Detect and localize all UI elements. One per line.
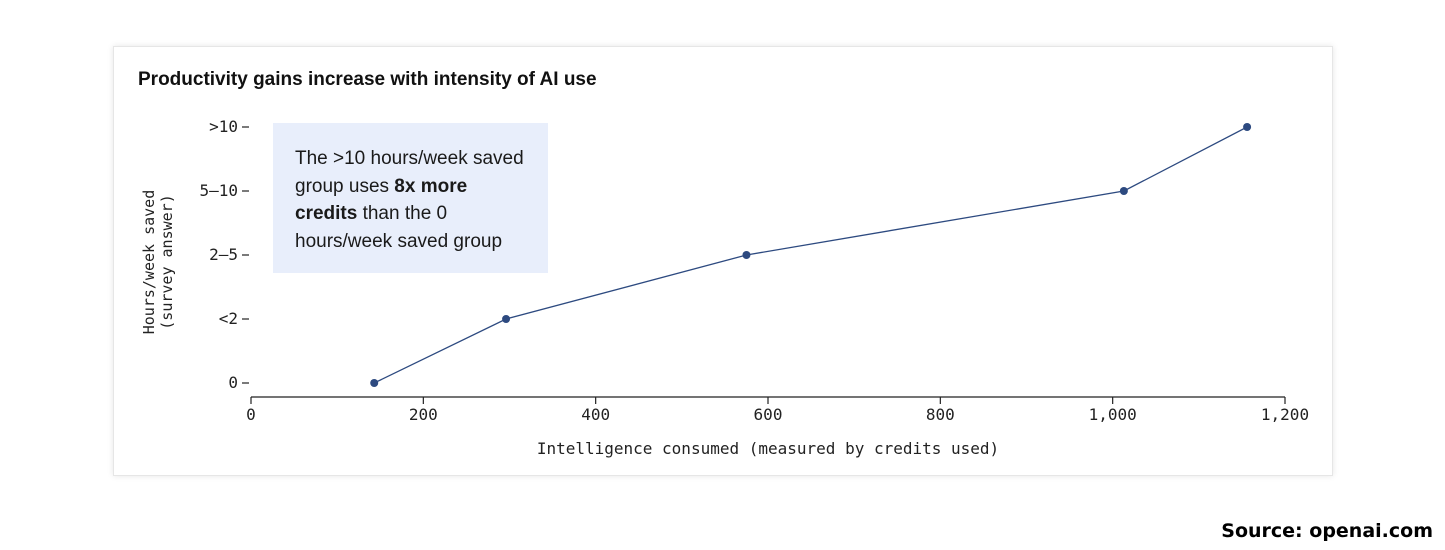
line-chart: 0 <2 2–5 5–10 >10 0 200 400 600 800 1,000 1,200 In… (140, 117, 1309, 458)
source-credit: Source: openai.com (1221, 520, 1433, 542)
x-tick-label: 1,000 (1089, 405, 1137, 424)
y-tick-label: 5–10 (199, 181, 238, 200)
y-tick-label: >10 (209, 117, 238, 136)
data-point (1243, 123, 1252, 131)
y-tick-label: <2 (219, 309, 238, 328)
data-point (502, 315, 511, 323)
x-tick-label: 200 (409, 405, 438, 424)
y-axis-label-line-1: Hours/week saved (140, 190, 158, 335)
annotation-box: The >10 hours/week saved group uses 8x m… (273, 123, 548, 273)
x-tick-label: 0 (246, 405, 256, 424)
x-tick-label: 800 (926, 405, 955, 424)
data-point (742, 251, 751, 259)
x-tick-label: 1,200 (1261, 405, 1309, 424)
x-axis-label: Intelligence consumed (measured by credi… (537, 439, 999, 458)
annotation-text-part2: than the 0 hours/week saved group (295, 203, 503, 252)
y-ticks: 0 <2 2–5 5–10 >10 (199, 117, 249, 392)
chart-title: Productivity gains increase with intensi… (138, 69, 597, 90)
data-point (1119, 187, 1128, 195)
y-tick-label: 2–5 (209, 245, 238, 264)
chart-card: Productivity gains increase with intensi… (113, 46, 1333, 476)
x-ticks: 0 200 400 600 800 1,000 1,200 (246, 397, 1309, 424)
x-tick-label: 600 (754, 405, 783, 424)
annotation-text-bold: 8x more credits (295, 175, 468, 225)
x-tick-label: 400 (581, 405, 610, 424)
series-points (370, 123, 1252, 387)
y-axis-label: Hours/week saved (survey answer) (140, 190, 176, 335)
y-tick-label: 0 (228, 373, 238, 392)
annotation-text-part1: The >10 hours/week saved group uses (295, 148, 524, 197)
y-axis-label-line-2: (survey answer) (158, 194, 176, 329)
data-point (370, 379, 379, 387)
